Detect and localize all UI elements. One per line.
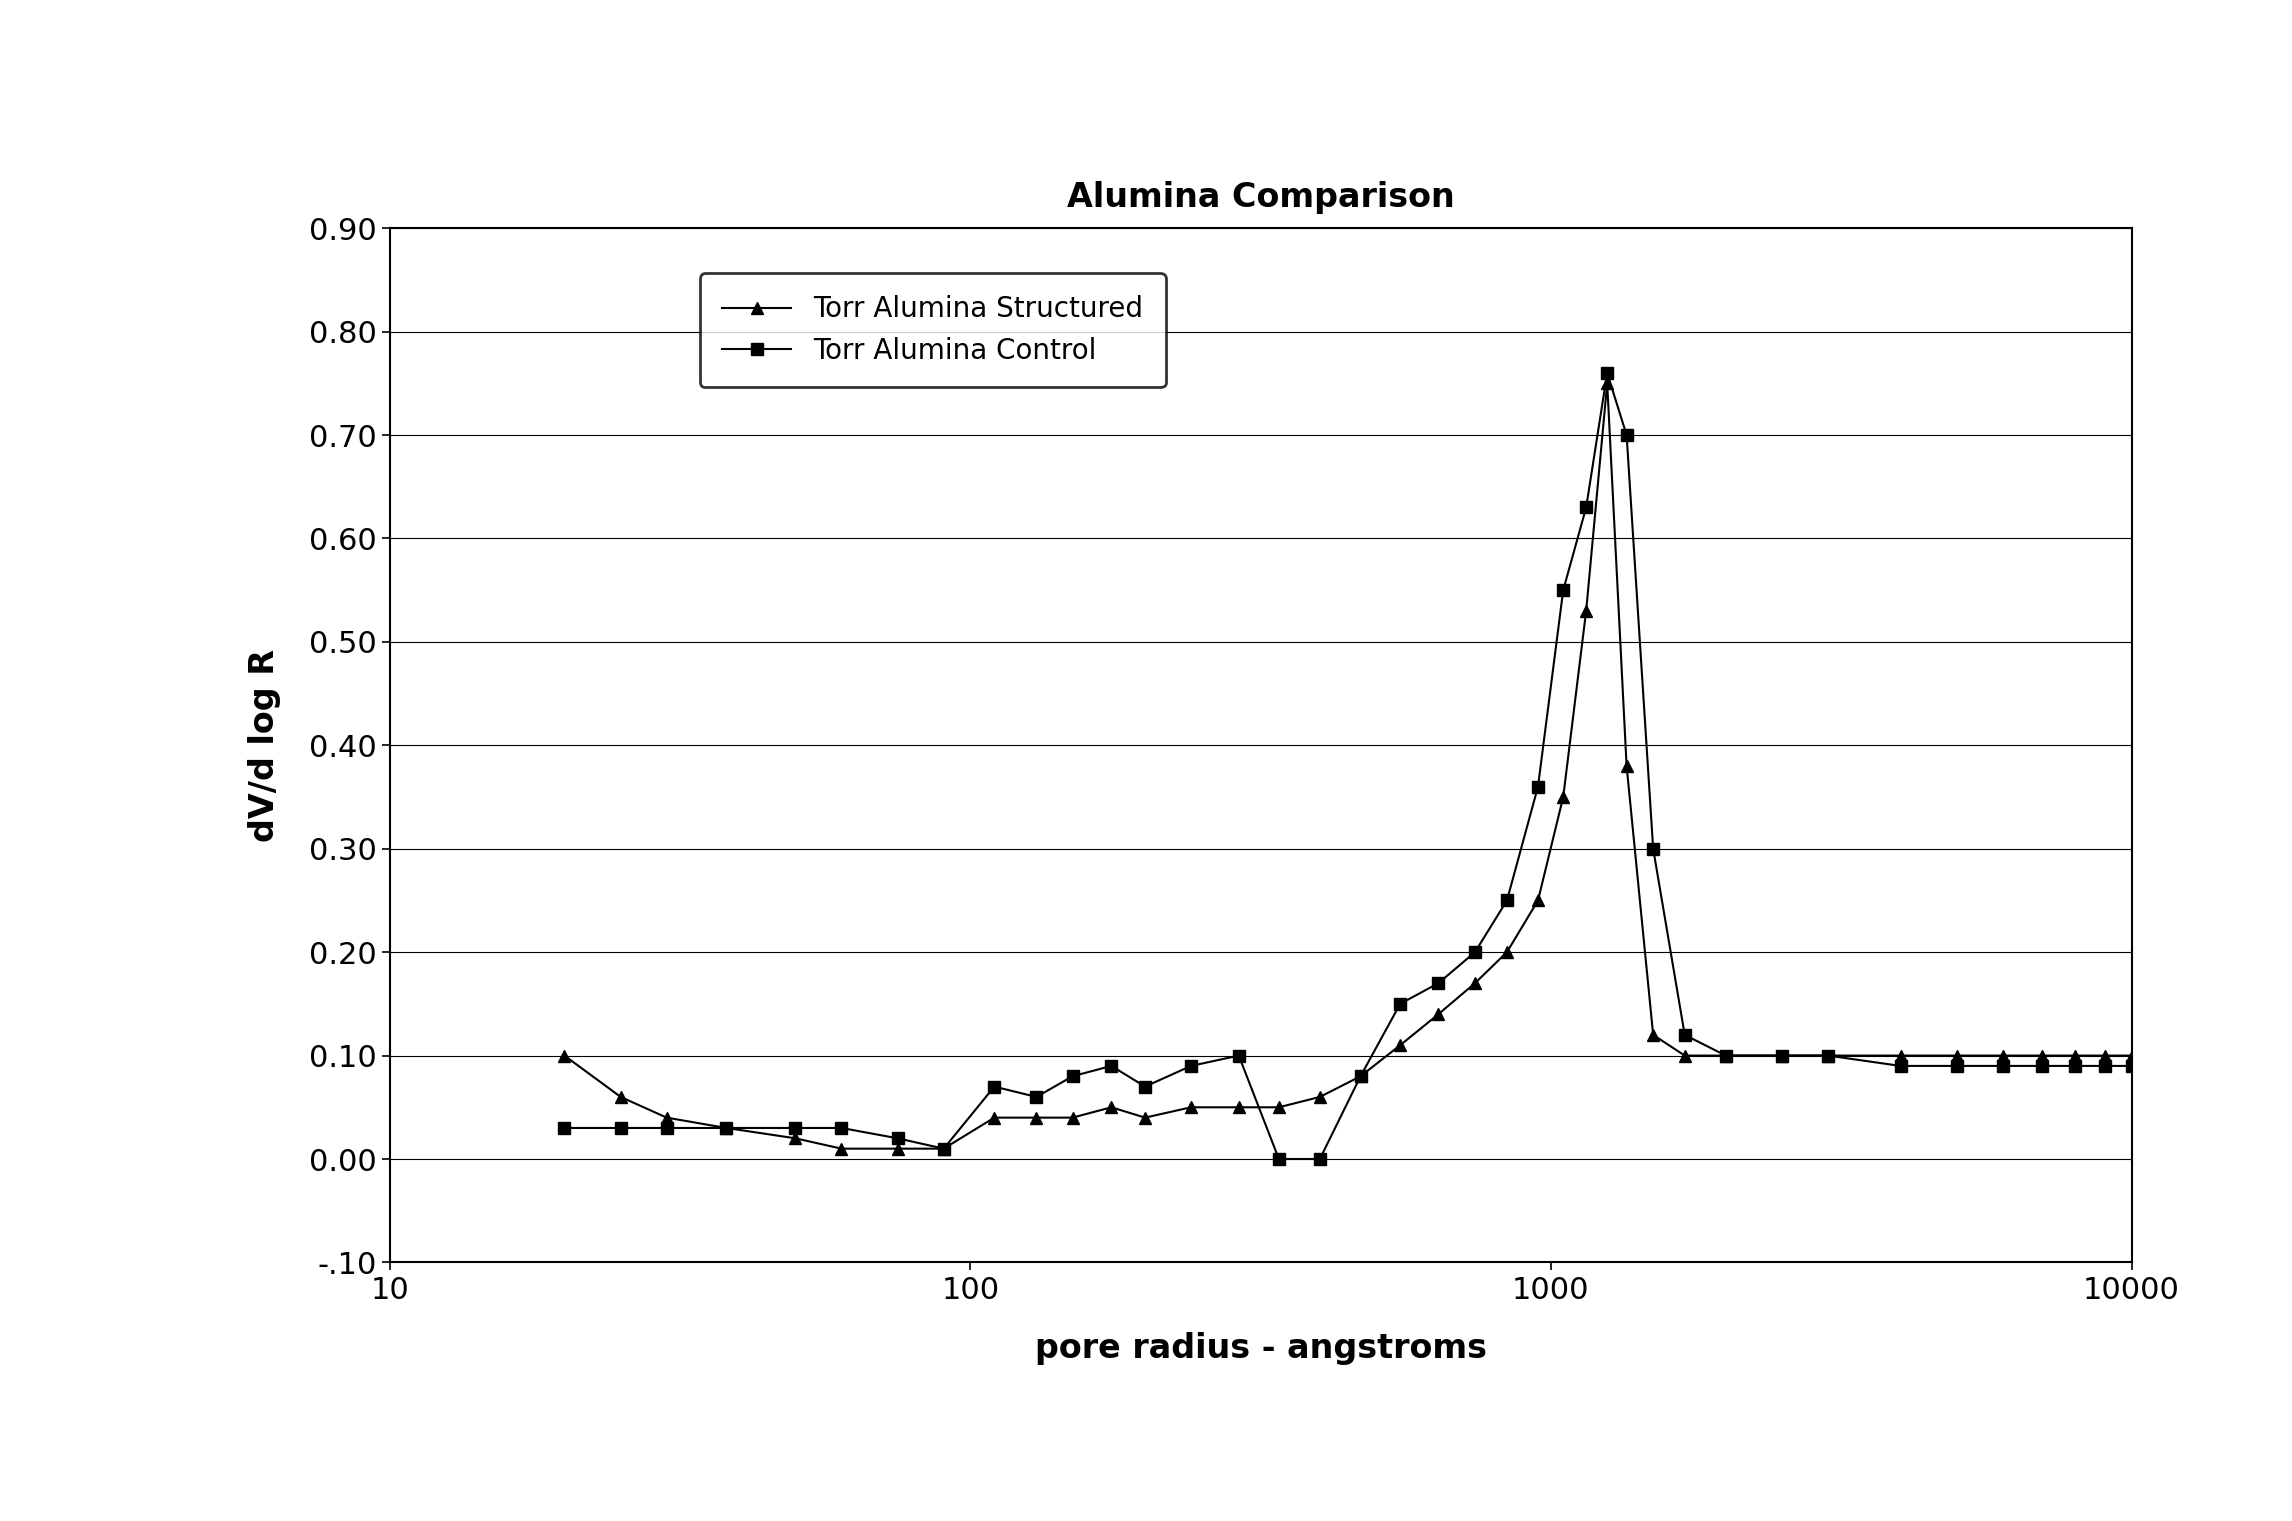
Torr Alumina Control	[1639, 840, 1666, 858]
Torr Alumina Structured	[1132, 1109, 1160, 1127]
Torr Alumina Control	[1224, 1046, 1251, 1065]
Torr Alumina Control	[1492, 891, 1520, 910]
Torr Alumina Control	[607, 1119, 635, 1138]
Torr Alumina Structured	[1712, 1046, 1740, 1065]
Torr Alumina Control	[1265, 1150, 1293, 1168]
Torr Alumina Control	[1815, 1046, 1843, 1065]
Torr Alumina Control	[1059, 1068, 1086, 1086]
Torr Alumina Control	[1989, 1057, 2017, 1075]
Torr Alumina Control	[1549, 581, 1577, 599]
Torr Alumina Structured	[1462, 973, 1490, 992]
Y-axis label: dV/d log R: dV/d log R	[248, 649, 282, 841]
Torr Alumina Structured	[2090, 1046, 2118, 1065]
Torr Alumina Structured	[1671, 1046, 1698, 1065]
Torr Alumina Structured	[1549, 788, 1577, 806]
Torr Alumina Structured	[550, 1046, 578, 1065]
Torr Alumina Structured	[713, 1119, 740, 1138]
Torr Alumina Control	[885, 1129, 912, 1147]
Torr Alumina Control	[1178, 1057, 1206, 1075]
Torr Alumina Control	[1572, 499, 1600, 517]
Torr Alumina Structured	[1492, 943, 1520, 961]
Torr Alumina Control	[782, 1119, 809, 1138]
Torr Alumina Structured	[1593, 374, 1620, 392]
Torr Alumina Structured	[782, 1129, 809, 1147]
Torr Alumina Structured	[1387, 1036, 1414, 1054]
Torr Alumina Control	[1712, 1046, 1740, 1065]
Torr Alumina Control	[981, 1077, 1008, 1095]
Torr Alumina Structured	[1426, 1005, 1453, 1024]
Torr Alumina Structured	[1639, 1025, 1666, 1043]
Torr Alumina Control	[1767, 1046, 1795, 1065]
Torr Alumina Control	[1426, 973, 1453, 992]
Torr Alumina Control	[827, 1119, 855, 1138]
Torr Alumina Structured	[607, 1088, 635, 1106]
Torr Alumina Control	[653, 1119, 681, 1138]
Torr Alumina Structured	[981, 1109, 1008, 1127]
Torr Alumina Control	[1614, 426, 1641, 444]
Torr Alumina Control	[1387, 995, 1414, 1013]
Title: Alumina Comparison: Alumina Comparison	[1066, 181, 1455, 214]
Legend: Torr Alumina Structured, Torr Alumina Control: Torr Alumina Structured, Torr Alumina Co…	[699, 274, 1167, 388]
Torr Alumina Control	[1462, 943, 1490, 961]
Torr Alumina Structured	[1022, 1109, 1050, 1127]
Torr Alumina Structured	[2061, 1046, 2088, 1065]
Line: Torr Alumina Control: Torr Alumina Control	[559, 367, 2138, 1165]
Torr Alumina Structured	[1306, 1088, 1334, 1106]
Torr Alumina Structured	[1348, 1068, 1375, 1086]
Torr Alumina Structured	[1572, 602, 1600, 621]
Torr Alumina Control	[1886, 1057, 1914, 1075]
Torr Alumina Control	[1944, 1057, 1971, 1075]
Torr Alumina Structured	[1224, 1098, 1251, 1116]
Torr Alumina Structured	[1059, 1109, 1086, 1127]
Torr Alumina Control	[550, 1119, 578, 1138]
Line: Torr Alumina Structured: Torr Alumina Structured	[559, 377, 2138, 1154]
Torr Alumina Structured	[827, 1139, 855, 1157]
Torr Alumina Structured	[1178, 1098, 1206, 1116]
Torr Alumina Control	[1671, 1025, 1698, 1043]
Torr Alumina Control	[1098, 1057, 1125, 1075]
Torr Alumina Structured	[1098, 1098, 1125, 1116]
Torr Alumina Control	[1593, 364, 1620, 382]
Torr Alumina Control	[1348, 1068, 1375, 1086]
Torr Alumina Structured	[1989, 1046, 2017, 1065]
Torr Alumina Structured	[885, 1139, 912, 1157]
Torr Alumina Structured	[1944, 1046, 1971, 1065]
Torr Alumina Structured	[1886, 1046, 1914, 1065]
Torr Alumina Control	[931, 1139, 958, 1157]
Torr Alumina Control	[1306, 1150, 1334, 1168]
Torr Alumina Control	[2028, 1057, 2056, 1075]
Torr Alumina Control	[713, 1119, 740, 1138]
Torr Alumina Structured	[931, 1139, 958, 1157]
Torr Alumina Structured	[1524, 891, 1552, 910]
Torr Alumina Structured	[1614, 757, 1641, 776]
Torr Alumina Control	[2118, 1057, 2145, 1075]
Torr Alumina Control	[1524, 777, 1552, 795]
Torr Alumina Control	[1132, 1077, 1160, 1095]
Torr Alumina Control	[2061, 1057, 2088, 1075]
Torr Alumina Structured	[1815, 1046, 1843, 1065]
Torr Alumina Structured	[653, 1109, 681, 1127]
Torr Alumina Structured	[2028, 1046, 2056, 1065]
Torr Alumina Control	[2090, 1057, 2118, 1075]
Torr Alumina Structured	[1265, 1098, 1293, 1116]
X-axis label: pore radius - angstroms: pore radius - angstroms	[1034, 1332, 1488, 1366]
Torr Alumina Structured	[2118, 1046, 2145, 1065]
Torr Alumina Structured	[1767, 1046, 1795, 1065]
Torr Alumina Control	[1022, 1088, 1050, 1106]
